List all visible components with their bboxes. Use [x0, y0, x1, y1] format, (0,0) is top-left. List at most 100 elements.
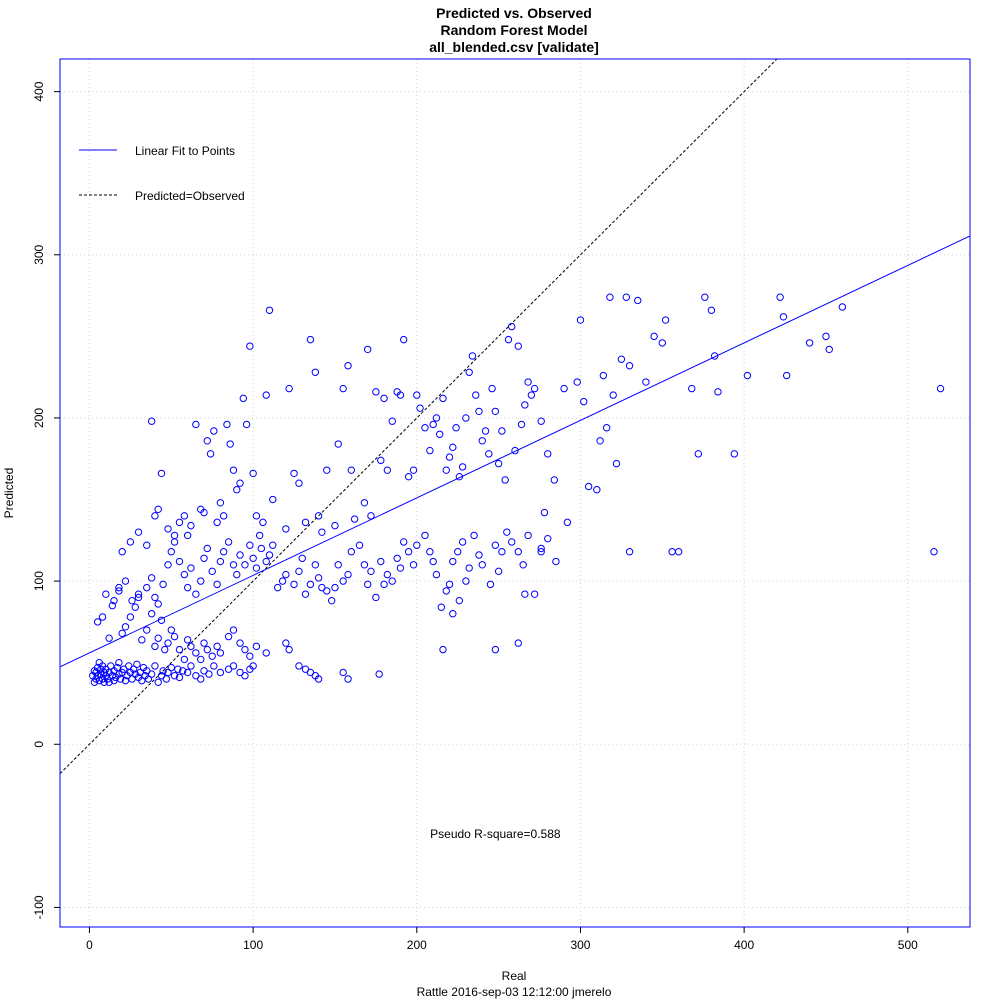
data-point [154, 678, 162, 686]
data-point [478, 437, 486, 445]
data-point [151, 642, 159, 651]
data-point [197, 655, 205, 664]
data-point [262, 557, 270, 566]
data-point [147, 574, 156, 582]
data-point [530, 590, 539, 598]
data-point [344, 675, 352, 683]
data-point [331, 583, 339, 592]
data-point [213, 518, 221, 527]
data-point [458, 538, 467, 546]
data-point [622, 293, 630, 301]
data-point [730, 450, 739, 458]
data-point [192, 420, 200, 429]
x-tick-label: 100 [243, 938, 263, 952]
data-point [262, 391, 270, 399]
data-point [301, 590, 310, 598]
data-point [668, 548, 676, 556]
data-point [175, 518, 184, 527]
data-point [151, 593, 159, 602]
data-point [157, 469, 166, 478]
data-point [413, 391, 421, 399]
data-point [233, 486, 241, 494]
x-tick-label: 200 [407, 938, 427, 952]
data-point [115, 587, 123, 595]
data-point [183, 531, 192, 540]
data-point [524, 378, 532, 386]
data-point [339, 384, 347, 393]
data-point [514, 548, 522, 556]
data-point [282, 525, 290, 533]
data-point [133, 660, 141, 669]
data-point [164, 639, 172, 647]
data-point [229, 466, 238, 474]
data-point [219, 548, 228, 556]
data-point [249, 554, 257, 562]
data-point [102, 590, 110, 598]
data-point [416, 404, 424, 412]
data-point [216, 649, 225, 657]
data-point [609, 391, 617, 399]
data-point [301, 518, 310, 527]
data-point [241, 672, 249, 680]
data-point [143, 626, 151, 634]
data-point [229, 662, 238, 670]
data-point [544, 534, 552, 543]
data-point [452, 424, 460, 432]
data-point [344, 570, 352, 579]
data-point [508, 538, 516, 546]
data-point [203, 544, 212, 553]
data-point [105, 678, 113, 686]
y-tick-label: 0 [32, 741, 46, 748]
data-point [388, 577, 396, 585]
data-point [334, 561, 342, 569]
data-point [355, 541, 364, 549]
data-point [413, 541, 421, 549]
data-point [295, 662, 303, 670]
data-point [246, 342, 254, 350]
data-point [121, 623, 130, 631]
data-point [426, 446, 434, 455]
data-point [363, 345, 372, 354]
data-point [377, 456, 385, 465]
data-point [694, 450, 703, 458]
data-point [224, 538, 233, 546]
data-point [298, 554, 306, 562]
data-point [147, 670, 156, 678]
data-point [314, 512, 323, 520]
data-point [344, 362, 352, 370]
data-point [455, 596, 464, 605]
data-point [449, 443, 457, 452]
data-point [432, 414, 441, 422]
data-point [521, 401, 529, 409]
data-point [278, 577, 287, 585]
data-point [429, 420, 437, 429]
data-point [210, 427, 218, 435]
data-point [465, 368, 473, 376]
y-tick-label: 200 [32, 408, 46, 428]
data-point [131, 603, 139, 611]
data-point [455, 472, 464, 481]
data-point [170, 531, 179, 540]
data-point [458, 463, 467, 471]
data-point [118, 629, 126, 638]
data-point [161, 645, 169, 654]
data-point [116, 675, 125, 683]
y-tick-label: 100 [32, 571, 46, 591]
data-point [200, 508, 208, 517]
data-point [205, 670, 213, 678]
data-point [180, 655, 189, 664]
data-point [404, 472, 413, 481]
data-point [449, 557, 457, 566]
data-point [126, 613, 135, 621]
data-point [179, 667, 187, 675]
data-point [265, 306, 274, 314]
data-point [701, 293, 709, 301]
data-point [269, 495, 277, 504]
data-point [642, 378, 650, 386]
data-point [164, 525, 172, 533]
data-point [517, 420, 526, 429]
data-point [210, 662, 218, 670]
data-point [421, 531, 429, 540]
data-point [501, 476, 509, 484]
data-point [504, 335, 513, 344]
